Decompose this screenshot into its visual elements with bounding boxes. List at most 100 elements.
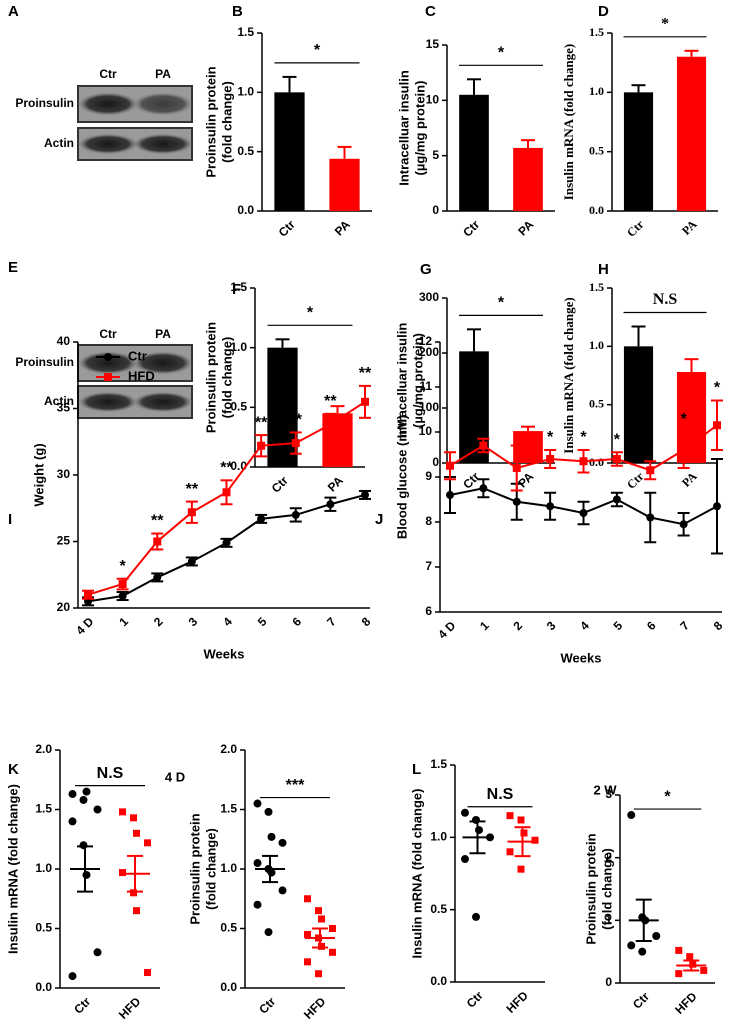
y-tick-label: 0.5	[35, 921, 52, 935]
legend-marker	[104, 353, 112, 361]
panel-letter: B	[232, 3, 243, 20]
marker	[579, 457, 588, 466]
x-tick-label: HFD	[116, 994, 144, 1022]
marker	[675, 970, 683, 978]
marker	[646, 466, 655, 475]
row-label: Proinsulin	[15, 96, 74, 110]
marker	[118, 592, 127, 601]
marker	[517, 816, 525, 824]
chart: 0.0 0.5 1.0 1.5 Insulin mRNA (fold change) Ct…	[561, 280, 718, 492]
blot-band	[78, 92, 138, 116]
y-tick-label: 6	[425, 604, 432, 618]
marker	[627, 941, 636, 950]
marker	[304, 930, 311, 938]
marker	[318, 942, 325, 950]
marker	[512, 497, 521, 506]
y-axis-label: (µg/mg protein)	[410, 333, 425, 428]
legend-label: Ctr	[128, 348, 147, 363]
marker	[638, 947, 647, 956]
y-axis-label: Intracelluar insulin	[394, 323, 409, 439]
marker	[82, 787, 91, 796]
y-tick-label: 1.5	[220, 802, 237, 816]
marker	[130, 889, 137, 897]
marker	[153, 537, 162, 546]
bar	[459, 94, 489, 211]
blot-band	[78, 351, 138, 375]
marker	[461, 808, 469, 817]
panel-letter: L	[412, 761, 421, 778]
bar	[329, 158, 360, 211]
chart-title: 2 W	[593, 782, 617, 797]
marker	[82, 870, 91, 879]
marker	[531, 836, 539, 844]
x-tick-label: 1	[477, 618, 492, 633]
x-tick-label: Ctr	[624, 469, 647, 492]
marker	[479, 441, 488, 450]
y-tick-label: 0.5	[589, 143, 604, 157]
significance-label: *	[498, 45, 505, 62]
x-tick-label: 1	[116, 614, 131, 629]
lane-label: Ctr	[99, 67, 117, 81]
lane-label: Ctr	[99, 327, 117, 341]
legend-marker	[104, 373, 112, 381]
x-tick-label: Ctr	[460, 217, 482, 239]
bar	[623, 92, 654, 211]
y-tick-label: 1.0	[589, 338, 604, 352]
x-tick-label: 7	[677, 618, 692, 633]
marker	[479, 484, 488, 493]
blot-band	[78, 133, 138, 155]
marker	[315, 907, 322, 915]
marker	[612, 495, 621, 504]
y-axis-label: (fold change)	[219, 81, 234, 163]
y-axis-label: (fold change)	[219, 337, 234, 419]
marker	[118, 580, 127, 589]
marker	[144, 969, 151, 977]
significance-label: *	[661, 15, 669, 32]
row-label: Proinsulin	[15, 355, 74, 369]
marker	[506, 812, 514, 820]
marker	[326, 420, 335, 429]
marker	[686, 953, 694, 961]
marker	[257, 514, 266, 523]
x-axis-label: Weeks	[204, 646, 245, 661]
significance-label: **	[324, 393, 337, 410]
significance-label: **	[290, 412, 303, 429]
significance-label: *	[681, 411, 688, 428]
y-tick-label: 0.0	[35, 980, 52, 994]
marker	[546, 502, 555, 511]
y-tick-label: 9	[425, 469, 432, 483]
significance-label: *	[547, 429, 554, 446]
y-tick-label: 0.5	[230, 400, 247, 414]
marker	[646, 513, 655, 522]
marker	[517, 865, 525, 873]
marker	[329, 948, 336, 956]
significance-label: **	[220, 460, 233, 477]
y-tick-label: 40	[57, 334, 71, 348]
y-axis-label: Proinsulin protein	[583, 833, 598, 944]
chart: 0 1 2 3 Proinsulin protein (fold change) 2 W Ct…	[583, 782, 715, 1017]
blot-band	[133, 391, 193, 413]
x-tick-label: 8	[711, 618, 726, 633]
panel-letter: D	[598, 3, 609, 20]
series-line	[87, 493, 366, 603]
marker	[253, 900, 262, 909]
panel-letter: G	[420, 261, 432, 278]
bar	[267, 347, 298, 467]
marker	[318, 915, 325, 923]
y-tick-label: 11	[419, 379, 432, 393]
x-tick-label: Ctr	[269, 473, 291, 495]
x-tick-label: Ctr	[624, 217, 647, 240]
panel-letter: J	[375, 511, 383, 528]
x-tick-label: PA	[332, 217, 353, 238]
x-tick-label: PA	[515, 217, 536, 238]
y-tick-label: 1.5	[430, 757, 447, 771]
marker	[130, 814, 137, 822]
marker	[68, 817, 77, 826]
y-axis-label: Intracelluar insulin	[396, 70, 411, 186]
marker	[304, 958, 311, 966]
chart-title: 4 D	[165, 769, 185, 784]
legend-label: HFD	[128, 368, 155, 383]
marker	[144, 839, 151, 847]
marker	[68, 972, 77, 981]
x-tick-label: 4 D	[73, 614, 96, 637]
